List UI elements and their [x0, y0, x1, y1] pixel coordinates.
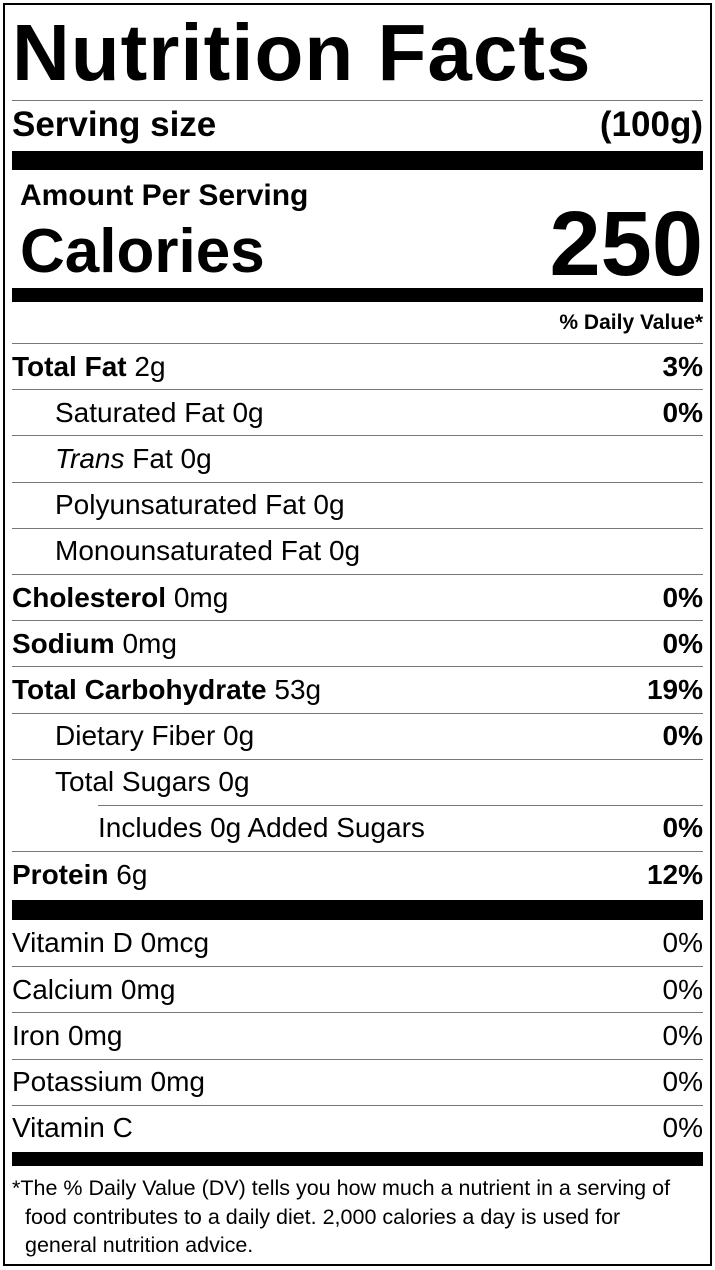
vitamin-amount: 0mcg [140, 927, 210, 959]
calories-label: Calories [20, 217, 265, 286]
vitamin-row: Iron 0mg 0% [12, 1012, 703, 1058]
vitamin-rows: Vitamin D 0mcg 0% Calcium 0mg 0% Iron 0mg 0% P… [12, 920, 703, 1151]
nutrient-label: Total Fat 2g [12, 351, 166, 383]
nutrient-label: Protein 6g [12, 859, 147, 891]
daily-value: 0% [662, 720, 703, 752]
nutrient-text: Includes 0g Added Sugars [98, 812, 425, 844]
nutrient-amount: 0g [328, 535, 361, 567]
nutrient-row: Includes 0g Added Sugars 0% [98, 804, 703, 851]
thick-divider [12, 1152, 703, 1166]
vitamin-label: Vitamin D 0mcg [12, 927, 209, 959]
label-border [3, 3, 712, 1266]
vitamin-label: Potassium 0mg [12, 1066, 205, 1098]
nutrient-prefix: Trans [55, 442, 125, 474]
vitamin-row: Vitamin D 0mcg 0% [12, 920, 703, 966]
nutrient-row: Cholesterol 0mg 0% [12, 573, 703, 620]
nutrient-row: Monounsaturated Fat 0g [12, 527, 703, 574]
nutrient-amount: 0g [218, 766, 250, 798]
divider [12, 100, 703, 101]
vitamin-label: Calcium 0mg [12, 974, 175, 1006]
daily-value-heading: % Daily Value* [559, 311, 703, 334]
vitamin-amount: 0mg [120, 973, 176, 1005]
vitamin-amount: 0mg [150, 1066, 205, 1098]
daily-value: 0% [662, 627, 703, 659]
nutrient-row: Total Carbohydrate 53g 19% [12, 666, 703, 712]
daily-value: 0% [662, 927, 703, 959]
nutrient-amount: 53g [274, 673, 322, 705]
nutrient-amount: 0g [223, 720, 255, 752]
nutrient-label: Polyunsaturated Fat 0g [55, 489, 345, 521]
nutrient-row: Total Fat 2g 3% [12, 343, 703, 389]
nutrient-row: Polyunsaturated Fat 0g [12, 481, 703, 528]
nutrient-name: Protein [12, 858, 109, 890]
nutrient-label: Saturated Fat 0g [55, 397, 264, 429]
vitamin-amount: 0mg [68, 1019, 123, 1051]
nutrient-name: Total Carbohydrate [12, 673, 267, 705]
nutrient-name: Dietary Fiber [55, 720, 216, 752]
nutrient-row: Protein 6g 12% [12, 851, 703, 897]
nutrient-label: Sodium 0mg [12, 628, 177, 660]
daily-value: 3% [662, 350, 703, 382]
thick-divider [12, 900, 703, 920]
nutrient-name: Total Fat [12, 350, 127, 382]
nutrient-label: Monounsaturated Fat 0g [55, 535, 360, 567]
footnote: *The % Daily Value (DV) tells you how mu… [12, 1176, 671, 1257]
nutrient-name: Total Sugars [55, 766, 211, 798]
vitamin-name: Vitamin C [12, 1112, 133, 1144]
daily-value: 19% [646, 673, 703, 705]
vitamin-name: Vitamin D [12, 927, 133, 959]
daily-value: 12% [646, 858, 703, 890]
vitamin-name: Iron [12, 1019, 61, 1051]
thick-divider [12, 288, 703, 302]
amount-per-serving: Amount Per Serving [20, 179, 309, 212]
nutrient-amount: 0g [232, 396, 264, 428]
nutrient-amount: 0mg [173, 581, 229, 613]
nutrient-name: Saturated Fat [55, 396, 225, 428]
nutrient-amount: 6g [116, 858, 148, 890]
vitamin-row: Calcium 0mg 0% [12, 966, 703, 1012]
nutrient-amount: 2g [134, 350, 166, 382]
daily-value: 0% [662, 812, 703, 844]
daily-value: 0% [662, 1066, 703, 1098]
nutrient-row: Saturated Fat 0g 0% [12, 389, 703, 435]
nutrient-rows: Total Fat 2g 3% Saturated Fat 0g 0% Trans Fa… [12, 343, 703, 897]
nutrient-amount: 0g [180, 442, 212, 474]
nutrient-label: Dietary Fiber 0g [55, 720, 254, 752]
nutrient-amount: 0g [313, 489, 345, 521]
serving-label: Serving size [12, 105, 217, 144]
nutrient-row: Dietary Fiber 0g 0% [12, 712, 703, 759]
nutrient-name: Sodium [12, 627, 115, 659]
nutrient-row: Trans Fat 0g [12, 435, 703, 481]
vitamin-label: Iron 0mg [12, 1020, 123, 1052]
nutrient-name: Monounsaturated Fat [55, 535, 322, 567]
serving-value: (100g) [599, 105, 703, 144]
vitamin-label: Vitamin C [12, 1112, 133, 1144]
nutrient-row: Total Sugars 0g [12, 758, 703, 805]
nutrient-name: Cholesterol [12, 581, 167, 613]
nutrient-label: Trans Fat 0g [55, 443, 212, 475]
vitamin-row: Potassium 0mg 0% [12, 1058, 703, 1105]
vitamin-name: Potassium [12, 1066, 143, 1098]
nutrient-label: Total Carbohydrate 53g [12, 674, 321, 706]
thick-divider [12, 151, 703, 170]
vitamin-row: Vitamin C 0% [12, 1104, 703, 1151]
nutrient-label: Cholesterol 0mg [12, 582, 228, 614]
title: Nutrition Facts [12, 8, 592, 97]
daily-value: 0% [662, 396, 703, 428]
daily-value: 0% [662, 1112, 703, 1144]
vitamin-name: Calcium [12, 973, 114, 1005]
calories-value: 250 [549, 193, 704, 295]
nutrient-row: Sodium 0mg 0% [12, 620, 703, 666]
nutrient-label: Total Sugars 0g [55, 766, 250, 798]
nutrient-label: Includes 0g Added Sugars [98, 812, 425, 844]
nutrient-name: Polyunsaturated Fat [55, 489, 306, 521]
nutrient-amount: 0mg [122, 627, 177, 659]
daily-value: 0% [662, 581, 703, 613]
daily-value: 0% [662, 973, 703, 1005]
daily-value: 0% [662, 1019, 703, 1051]
nutrient-name: Fat [132, 442, 173, 474]
